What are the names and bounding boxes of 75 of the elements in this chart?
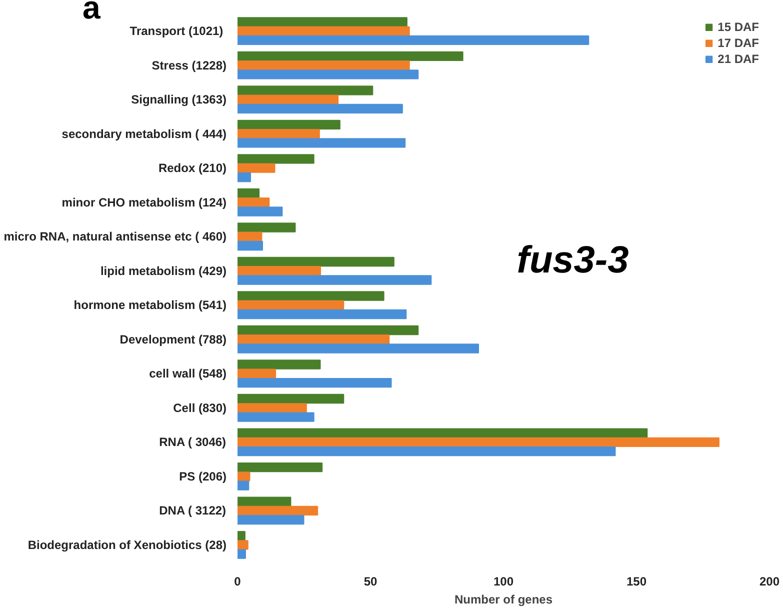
bar <box>238 206 283 216</box>
bar <box>238 549 246 559</box>
legend-label: 17 DAF <box>718 36 759 50</box>
x-tick-label: 100 <box>493 574 514 588</box>
bar <box>238 309 407 320</box>
bar <box>238 232 262 242</box>
y-tick-label: lipid metabolism (429) <box>100 264 227 278</box>
y-tick-label: Biodegradation of Xenobiotics (28) <box>28 538 227 552</box>
bar <box>238 104 403 114</box>
bar <box>238 86 374 96</box>
bar <box>238 198 270 208</box>
bar <box>238 514 304 525</box>
x-tick-label: 50 <box>364 574 378 588</box>
bar <box>238 128 320 139</box>
bar <box>238 163 276 173</box>
bar <box>238 138 406 148</box>
bar <box>238 344 479 354</box>
bar <box>238 368 276 378</box>
bar <box>238 222 296 232</box>
bar <box>238 94 339 104</box>
bar <box>238 266 321 276</box>
bar <box>238 51 464 62</box>
bar <box>238 240 264 251</box>
bar <box>238 472 250 482</box>
x-tick-label: 200 <box>759 574 780 588</box>
y-tick-label: RNA ( 3046) <box>159 435 226 450</box>
y-tick-label: hormone metabolism (541) <box>74 298 227 312</box>
bar <box>238 325 419 336</box>
bar <box>238 496 292 506</box>
bar <box>238 70 419 80</box>
y-tick-label: DNA ( 3122) <box>159 504 226 518</box>
y-tick-label: secondary metabolism ( 444) <box>62 126 227 141</box>
legend-label: 15 DAF <box>718 20 759 34</box>
bar <box>238 394 344 404</box>
bar <box>238 412 314 422</box>
bar <box>238 300 344 310</box>
x-tick-label: 0 <box>234 574 242 588</box>
bar <box>238 446 616 456</box>
y-tick-label: Redox (210) <box>158 161 227 176</box>
bar <box>238 26 410 36</box>
bar <box>238 360 321 370</box>
bar <box>238 403 307 413</box>
bar <box>238 35 590 46</box>
bar <box>238 506 318 516</box>
bar <box>238 154 314 164</box>
bar <box>238 188 260 198</box>
bar <box>238 378 392 388</box>
bar <box>238 120 340 130</box>
bar <box>238 530 246 541</box>
x-axis-title: Number of genes <box>454 592 553 606</box>
y-tick-label: PS (206) <box>179 469 227 484</box>
bar <box>238 462 323 472</box>
bar <box>238 256 394 267</box>
legend-label: 21 DAF <box>718 52 759 66</box>
bar <box>238 334 390 344</box>
bar <box>238 275 432 285</box>
x-tick-label: 150 <box>626 574 647 588</box>
y-tick-label: minor CHO metabolism (124) <box>62 195 227 210</box>
y-tick-label: micro RNA, natural antisense etc ( 460) <box>4 230 227 244</box>
y-tick-label: Transport (1021) <box>130 24 224 38</box>
bar <box>238 60 410 70</box>
bar <box>238 291 384 301</box>
bar <box>238 17 408 27</box>
y-tick-label: Cell (830) <box>173 400 227 415</box>
y-tick-label: Stress (1228) <box>152 58 227 72</box>
y-tick-label: Signalling (1363) <box>131 92 227 107</box>
bar <box>238 428 648 438</box>
bar <box>238 172 252 182</box>
y-tick-label: Development (788) <box>120 332 227 346</box>
bar <box>238 480 250 490</box>
annotation: fus3-3 <box>516 240 629 282</box>
text: a <box>82 0 100 26</box>
bar <box>238 540 248 550</box>
y-tick-label: cell wall (548) <box>149 366 227 381</box>
bar <box>238 437 720 448</box>
